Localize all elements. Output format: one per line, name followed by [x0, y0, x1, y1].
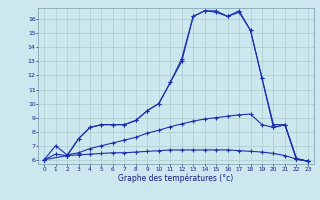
X-axis label: Graphe des températures (°c): Graphe des températures (°c) — [118, 173, 234, 183]
